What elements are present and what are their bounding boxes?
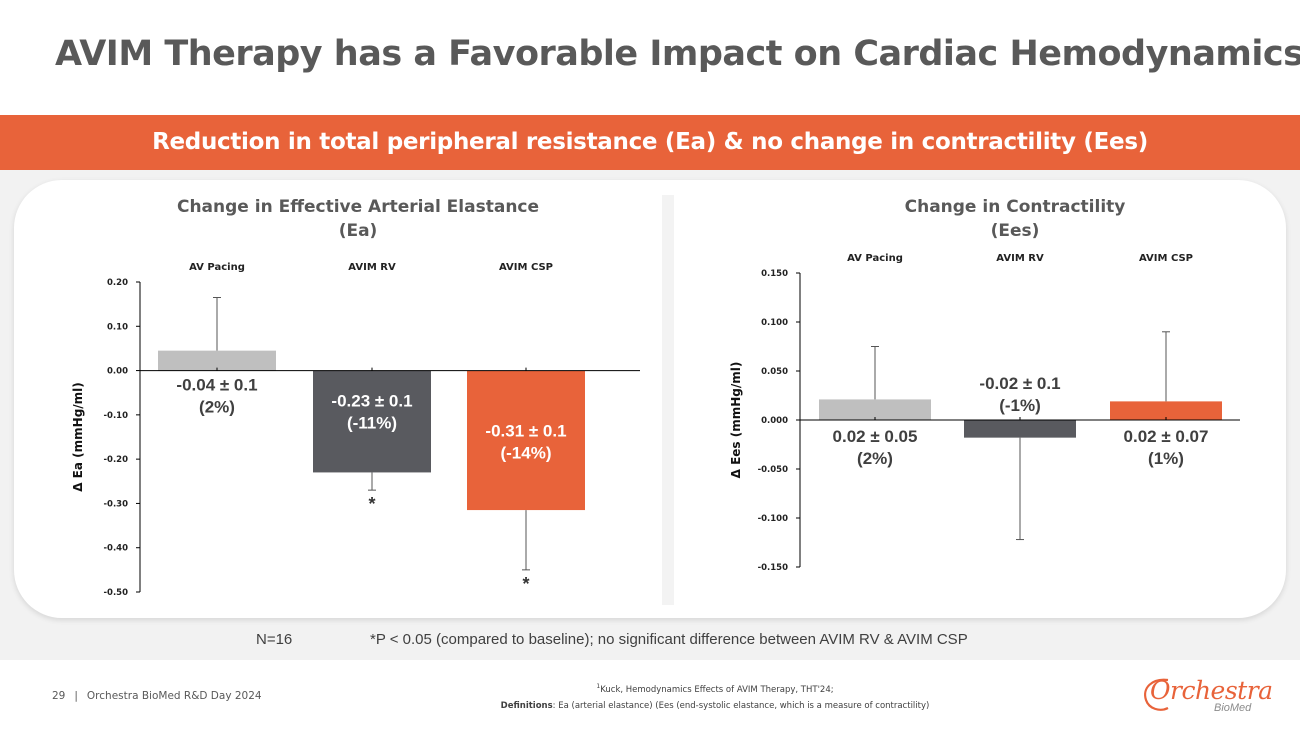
bar xyxy=(467,370,585,511)
bar xyxy=(819,399,931,420)
y-tick-label: -0.20 xyxy=(104,455,129,465)
y-axis-title: Δ Ees (mmHg/ml) xyxy=(729,362,743,479)
y-axis-title: Δ Ea (mmHg/ml) xyxy=(71,382,85,492)
significance-marker: * xyxy=(368,494,375,514)
y-tick-label: 0.00 xyxy=(107,367,128,377)
y-tick-label: 0.150 xyxy=(761,269,788,279)
data-label-percent: (1%) xyxy=(1148,449,1184,468)
definitions-note: Definitions: Ea (arterial elastance) (Ee… xyxy=(420,701,1010,711)
data-label-value: -0.23 ± 0.1 xyxy=(331,392,412,411)
reference-text: Kuck, Hemodynamics Effects of AVIM Thera… xyxy=(600,684,834,695)
page-number: 29 xyxy=(52,690,66,702)
reference-superscript: 1 xyxy=(596,683,601,690)
chart-title-line2: (Ees) xyxy=(991,221,1040,241)
data-label-percent: (-11%) xyxy=(347,414,397,433)
y-tick-label: 0.10 xyxy=(107,322,128,332)
title-text: AVIM Therapy has a Favorable Impact on C… xyxy=(55,34,1300,74)
footer-separator: | xyxy=(74,690,78,702)
definitions-text: : Ea (arterial elastance) (Ees (end-syst… xyxy=(552,701,930,711)
chart-title-line1: Change in Effective Arterial Elastance xyxy=(177,197,539,217)
category-label: AVIM RV xyxy=(348,262,396,273)
category-label: AVIM CSP xyxy=(1139,253,1193,264)
data-label-value: -0.02 ± 0.1 xyxy=(979,374,1060,393)
category-label: AVIM RV xyxy=(996,253,1044,264)
logo-sub-text: BioMed xyxy=(1214,702,1252,714)
bar xyxy=(158,350,276,371)
data-label-value: -0.04 ± 0.1 xyxy=(176,376,257,395)
data-label-percent: (-1%) xyxy=(999,396,1041,415)
category-label: AVIM CSP xyxy=(499,262,553,273)
orchestra-biomed-logo: Orchestra BioMed xyxy=(1138,674,1273,718)
significance-marker: * xyxy=(522,574,529,594)
y-tick-label: -0.150 xyxy=(758,563,788,573)
y-tick-label: -0.050 xyxy=(758,465,788,475)
subtitle-banner: Reduction in total peripheral resistance… xyxy=(0,115,1300,170)
data-label-percent: (-14%) xyxy=(500,444,551,463)
bar xyxy=(313,370,431,473)
bar xyxy=(1110,401,1222,420)
data-label-value: -0.31 ± 0.1 xyxy=(485,422,566,441)
bar xyxy=(964,420,1076,438)
data-label-value: 0.02 ± 0.05 xyxy=(833,427,918,446)
definitions-label: Definitions xyxy=(500,701,553,711)
chart-title-line1: Change in Contractility xyxy=(905,197,1126,217)
category-label: AV Pacing xyxy=(847,253,903,264)
y-tick-label: 0.000 xyxy=(761,416,788,426)
y-tick-label: 0.20 xyxy=(107,278,128,288)
significance-note: *P < 0.05 (compared to baseline); no sig… xyxy=(370,631,968,648)
y-tick-label: 0.100 xyxy=(761,318,788,328)
y-tick-label: -0.30 xyxy=(104,499,129,509)
data-label-percent: (2%) xyxy=(857,449,893,468)
chart-divider xyxy=(662,195,674,605)
chart-title-line2: (Ea) xyxy=(339,221,378,241)
data-label-value: 0.02 ± 0.07 xyxy=(1124,427,1209,446)
y-tick-label: -0.50 xyxy=(104,588,129,598)
data-label-percent: (2%) xyxy=(199,398,235,417)
footer-left: 29 | Orchestra BioMed R&D Day 2024 xyxy=(52,690,262,702)
page-title: AVIM Therapy has a Favorable Impact on C… xyxy=(55,32,1300,74)
y-tick-label: -0.40 xyxy=(104,544,129,554)
logo-swoosh-icon xyxy=(1144,678,1169,711)
y-tick-label: 0.050 xyxy=(761,367,788,377)
sample-size-label: N=16 xyxy=(256,631,293,648)
y-tick-label: -0.10 xyxy=(104,411,129,421)
logo-main-text: Orchestra xyxy=(1150,676,1273,705)
event-name: Orchestra BioMed R&D Day 2024 xyxy=(86,690,262,702)
chart-panel-card xyxy=(14,180,1286,618)
category-label: AV Pacing xyxy=(189,262,245,273)
y-tick-label: -0.100 xyxy=(758,514,788,524)
reference-note: 1Kuck, Hemodynamics Effects of AVIM Ther… xyxy=(420,683,1010,695)
